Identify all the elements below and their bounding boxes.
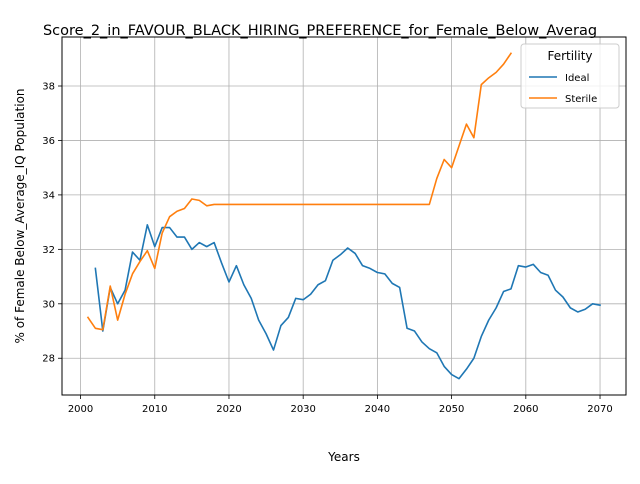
legend: Fertility Ideal Sterile xyxy=(520,43,620,109)
x-tick-label: 2010 xyxy=(142,404,167,415)
x-tick-label: 2030 xyxy=(290,404,315,415)
series-line-sterile xyxy=(86,52,513,331)
x-tick-label: 2020 xyxy=(216,404,241,415)
legend-entries: Ideal Sterile xyxy=(529,73,597,105)
x-axis-label: Years xyxy=(327,450,360,464)
chart-title: Score_2_in_FAVOUR_BLACK_HIRING_PREFERENC… xyxy=(43,23,597,39)
y-tick-label: 32 xyxy=(42,245,55,256)
y-tick-label: 34 xyxy=(42,190,55,201)
x-tick-label: 2040 xyxy=(365,404,390,415)
y-tick-label: 28 xyxy=(42,354,55,365)
y-tick-label: 30 xyxy=(42,299,55,310)
x-tick-label: 2060 xyxy=(513,404,538,415)
ticks: 2000 2010 2020 2030 2040 2050 2060 2070 28 30 32 34… xyxy=(42,82,612,415)
y-axis-label: % of Female Below_Average_IQ Population xyxy=(13,88,27,343)
series-layer xyxy=(86,52,601,380)
x-tick-label: 2000 xyxy=(68,404,93,415)
y-tick-label: 36 xyxy=(42,136,55,147)
x-tick-label: 2070 xyxy=(587,404,612,415)
legend-label-sterile: Sterile xyxy=(565,94,597,105)
legend-title: Fertility xyxy=(547,49,592,63)
series-line-ideal xyxy=(94,224,601,380)
legend-box xyxy=(520,43,620,109)
plot-frame xyxy=(61,36,627,396)
x-tick-label: 2050 xyxy=(439,404,464,415)
legend-label-ideal: Ideal xyxy=(565,73,589,84)
y-tick-label: 38 xyxy=(42,82,55,93)
